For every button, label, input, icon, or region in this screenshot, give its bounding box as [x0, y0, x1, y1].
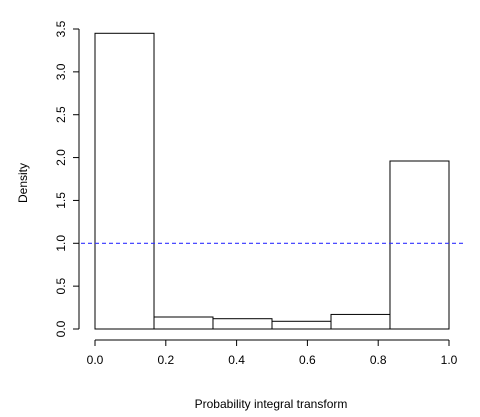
y-tick-label: 2.5: [54, 106, 68, 123]
x-tick-label: 0.2: [157, 353, 174, 367]
histogram-bar-2: [153, 316, 214, 330]
y-axis-title: Density: [16, 163, 30, 203]
histogram-bar-4: [271, 320, 332, 330]
x-axis-title: Probability integral transform: [195, 397, 348, 411]
y-tick-label: 3.5: [54, 20, 68, 37]
y-axis: 0.0 0.5 1.0 1.5 2.0 2.5 3.0 3.5: [54, 20, 80, 337]
histogram-bars: [94, 32, 450, 330]
y-tick-label: 3.0: [54, 63, 68, 80]
histogram-bar-6: [389, 160, 450, 330]
y-tick-label: 1.0: [54, 235, 68, 252]
x-tick-label: 0.8: [370, 353, 387, 367]
x-tick-label: 0.6: [299, 353, 316, 367]
histogram-bar-5: [330, 313, 391, 330]
histogram-bar-3: [212, 318, 273, 330]
y-tick-label: 1.5: [54, 192, 68, 209]
y-tick-label: 0.0: [54, 320, 68, 337]
y-tick-label: 0.5: [54, 277, 68, 294]
y-tick-label: 2.0: [54, 149, 68, 166]
x-tick-label: 0.0: [87, 353, 104, 367]
x-axis: 0.0 0.2 0.4 0.6 0.8 1.0: [87, 339, 458, 367]
histogram-bar-1: [94, 32, 155, 330]
x-tick-label: 0.4: [228, 353, 245, 367]
x-tick-label: 1.0: [441, 353, 458, 367]
